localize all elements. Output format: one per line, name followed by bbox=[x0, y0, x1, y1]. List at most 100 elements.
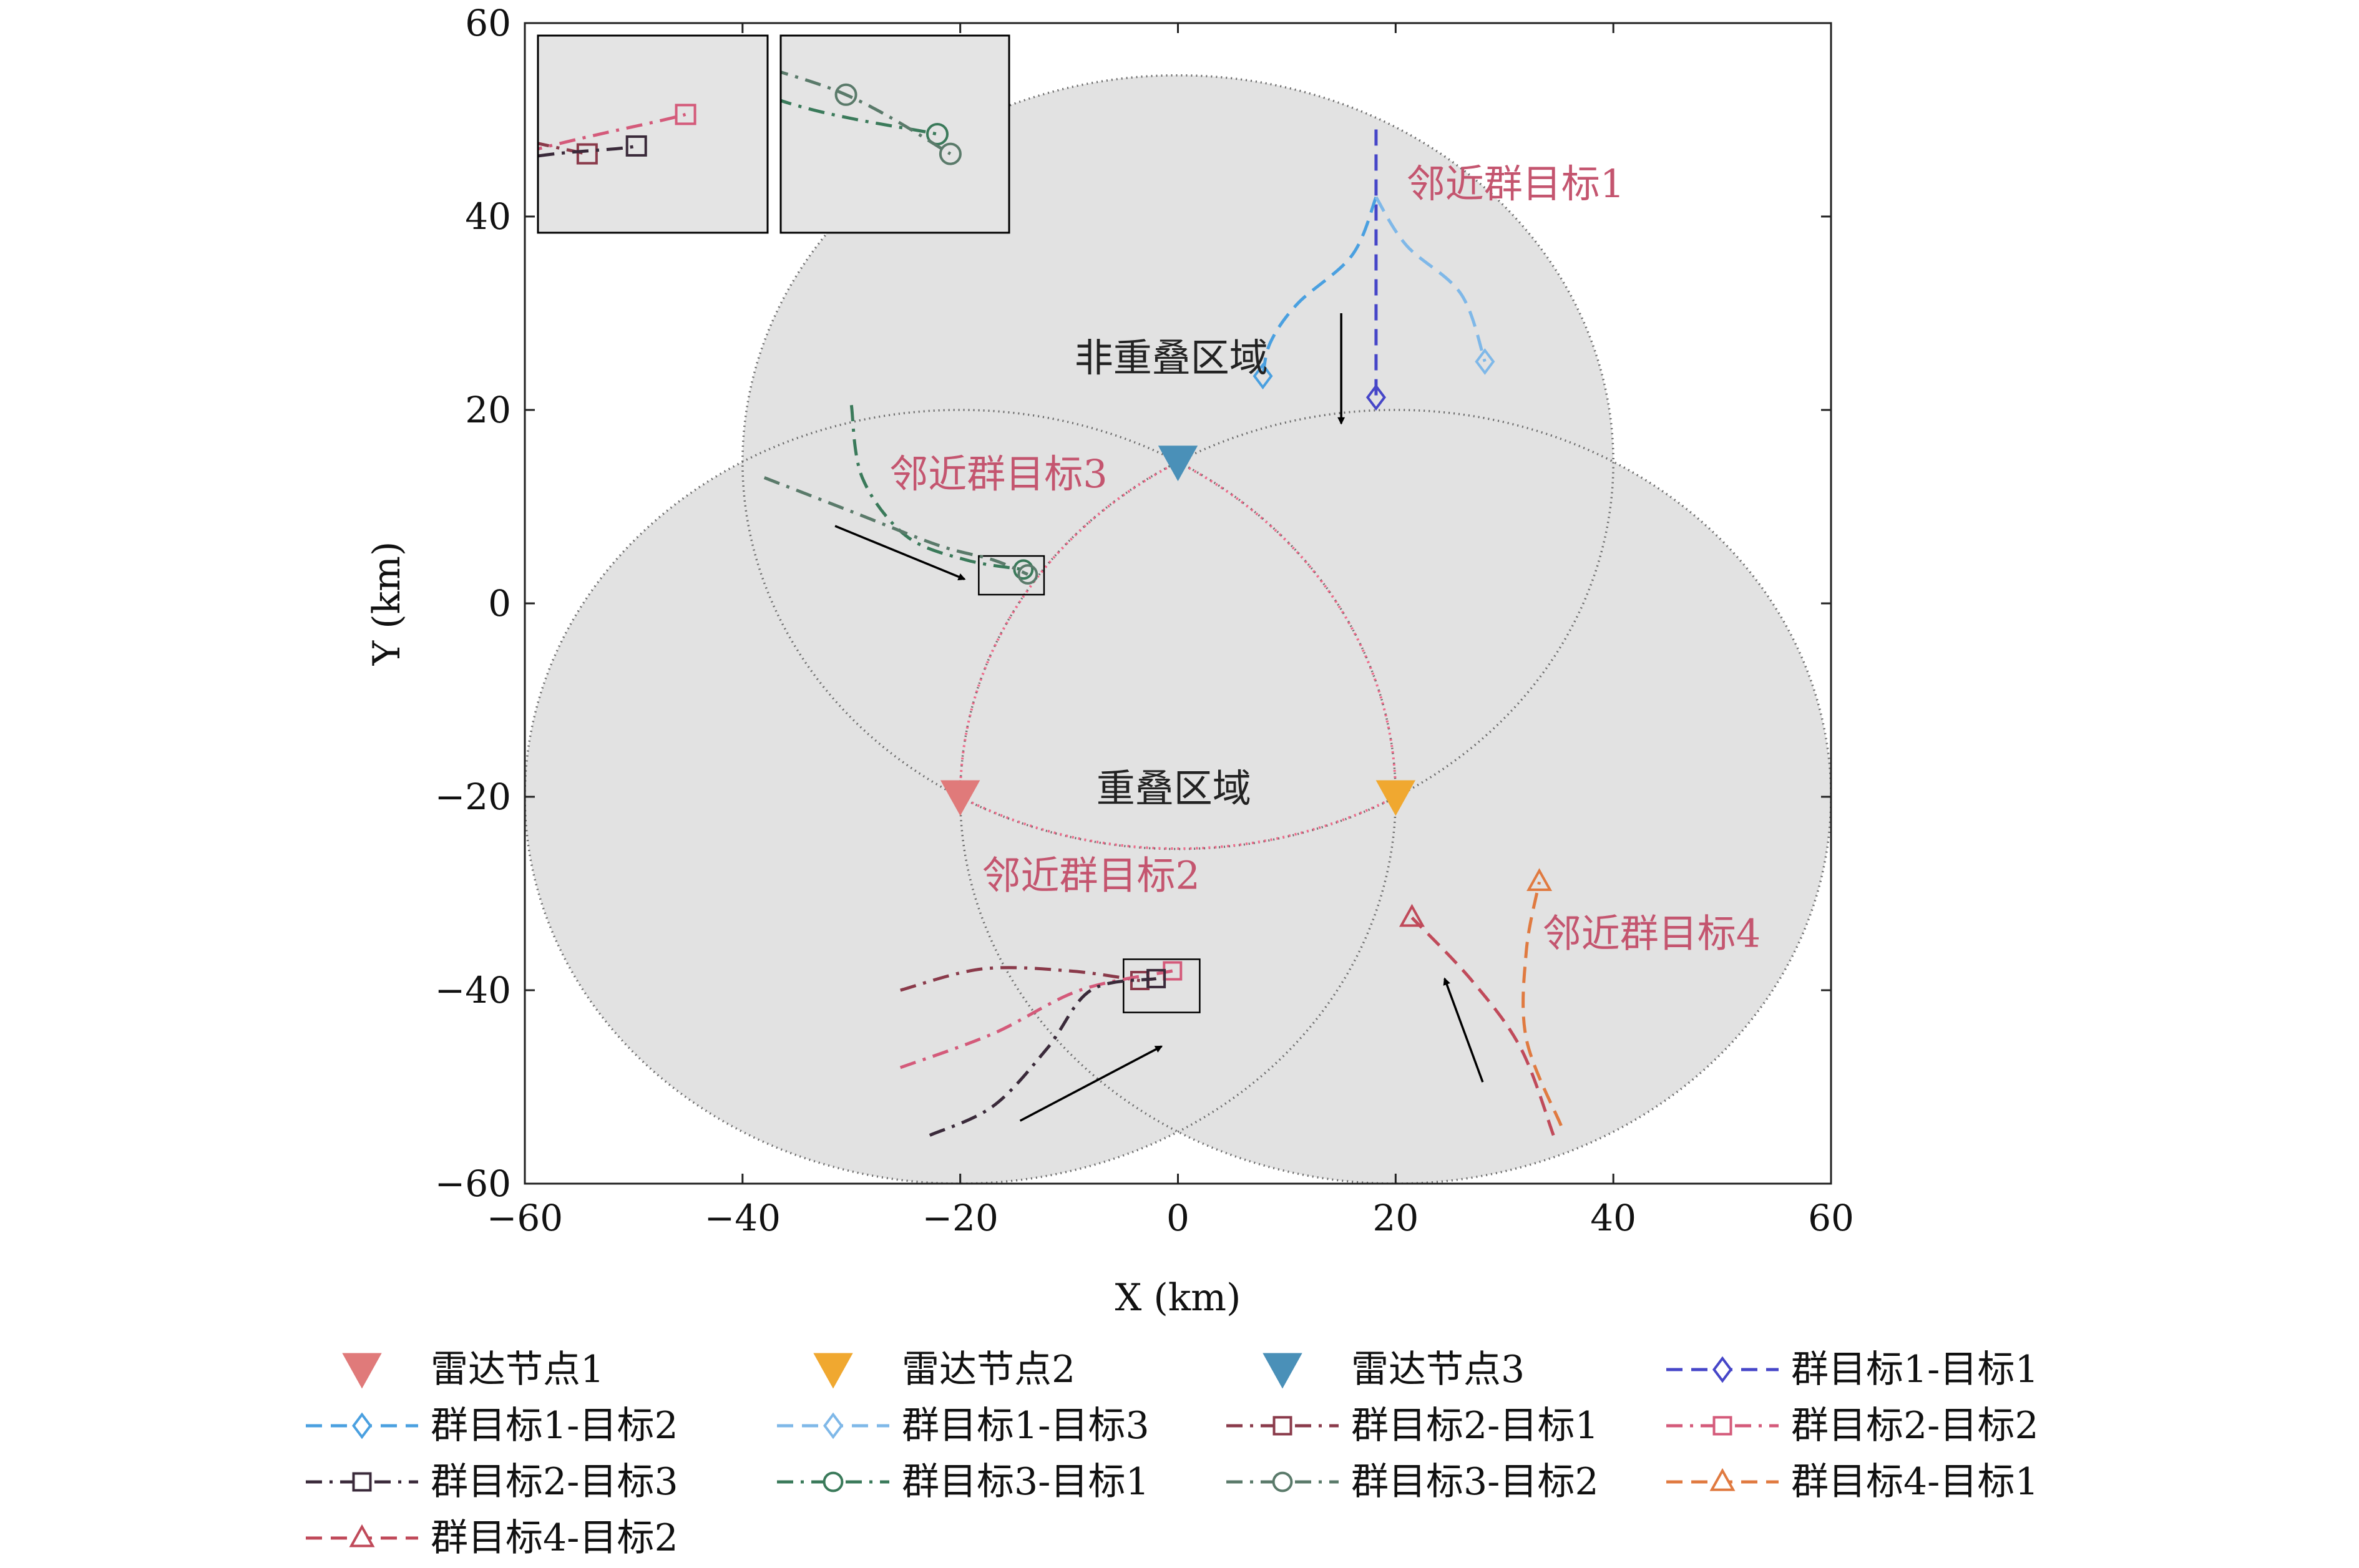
legend-item-6: 群目标1-目标3 bbox=[777, 1404, 1150, 1448]
legend-label-12: 群目标4-目标1 bbox=[1791, 1460, 2039, 1504]
inset-group3-marker-群目标3-目标2 bbox=[939, 142, 962, 165]
legend: 雷达节点1 雷达节点2 雷达节点3 群目标1-目标1 群目标1-目标2 群目标1-目标3 群… bbox=[306, 1348, 2039, 1560]
track-end-marker-群目标1-目标2 bbox=[1253, 363, 1273, 390]
inset-group2-background bbox=[538, 36, 768, 233]
y-tick-label-5: 40 bbox=[465, 195, 511, 238]
direction-arrow-2 bbox=[834, 525, 966, 581]
inset-group3-background bbox=[781, 36, 1009, 233]
annotation-2: 重叠区域 bbox=[1096, 766, 1251, 811]
track-end-marker-群目标2-目标3 bbox=[1146, 968, 1166, 988]
annotation-1: 非重叠区域 bbox=[1075, 335, 1268, 381]
radar-node-3 bbox=[1158, 446, 1198, 482]
x-tick-label-3: 0 bbox=[1166, 1197, 1189, 1239]
legend-label-7: 群目标2-目标1 bbox=[1351, 1404, 1599, 1448]
legend-marker-8 bbox=[1712, 1416, 1732, 1436]
annotation-6: 邻近群目标4 bbox=[1543, 910, 1761, 956]
inset-group3-mid-marker-群目标3-目标2 bbox=[834, 83, 857, 106]
direction-arrow-4 bbox=[1443, 977, 1484, 1083]
legend-marker-7 bbox=[1272, 1416, 1292, 1436]
inset-layer bbox=[364, 34, 1010, 234]
y-tick-label-4: 20 bbox=[465, 389, 511, 431]
legend-label-1: 雷达节点1 bbox=[431, 1348, 604, 1391]
track-群目标3-目标2 bbox=[763, 476, 1028, 576]
track-群目标1-目标3 bbox=[1374, 196, 1487, 363]
radar-layer bbox=[940, 446, 1416, 816]
inset-group2-mid-marker-群目标2-目标3 bbox=[430, 184, 449, 203]
track-end-marker-群目标4-目标2 bbox=[1399, 903, 1425, 927]
legend-marker-4 bbox=[1712, 1356, 1732, 1383]
legend-marker-6 bbox=[823, 1412, 843, 1439]
track-群目标4-目标2 bbox=[1410, 917, 1555, 1136]
legend-label-13: 群目标4-目标2 bbox=[431, 1516, 678, 1560]
track-群目标2-目标1 bbox=[900, 966, 1140, 992]
zoom-box-group2 bbox=[1123, 958, 1201, 1013]
y-tick-label-0: −60 bbox=[435, 1162, 511, 1205]
legend-item-10: 群目标3-目标1 bbox=[777, 1460, 1150, 1504]
legend-label-6: 群目标1-目标3 bbox=[902, 1404, 1150, 1448]
legend-item-9: 群目标2-目标3 bbox=[306, 1460, 678, 1504]
y-tick-label-1: −40 bbox=[435, 969, 511, 1011]
x-axis-label: X (km) bbox=[1115, 1276, 1241, 1320]
inset-group2-frame bbox=[537, 34, 769, 234]
radar-node-1 bbox=[940, 780, 980, 816]
legend-item-4: 群目标1-目标1 bbox=[1666, 1348, 2039, 1391]
legend-item-11: 群目标3-目标2 bbox=[1226, 1460, 1599, 1504]
legend-item-3: 雷达节点3 bbox=[1263, 1348, 1525, 1391]
inset-group2-mid-marker-群目标2-目标2 bbox=[398, 184, 416, 203]
track-群目标1-目标2 bbox=[1261, 197, 1378, 377]
track-end-marker-群目标3-目标2 bbox=[1017, 564, 1038, 585]
track-群目标2-目标2 bbox=[899, 969, 1173, 1069]
x-tick-label-2: −20 bbox=[922, 1197, 998, 1239]
legend-item-8: 群目标2-目标2 bbox=[1666, 1404, 2039, 1448]
legend-item-13: 群目标4-目标2 bbox=[306, 1516, 678, 1560]
legend-label-5: 群目标1-目标2 bbox=[431, 1404, 678, 1448]
tracks-layer bbox=[763, 129, 1563, 1137]
coverage-boundary-3 bbox=[741, 74, 1614, 850]
y-tick-label-3: 0 bbox=[488, 582, 511, 625]
legend-label-10: 群目标3-目标1 bbox=[902, 1460, 1150, 1504]
track-end-marker-群目标4-目标1 bbox=[1526, 868, 1553, 891]
legend-swatch-2 bbox=[813, 1353, 853, 1389]
legend-label-11: 群目标3-目标2 bbox=[1351, 1460, 1599, 1504]
y-tick-label-2: −20 bbox=[435, 776, 511, 818]
legend-marker-13 bbox=[349, 1524, 375, 1547]
inset-group3-frame bbox=[779, 34, 1010, 234]
inset-group3 bbox=[779, 34, 1010, 234]
annotation-3: 邻近群目标1 bbox=[1407, 161, 1624, 207]
legend-item-7: 群目标2-目标1 bbox=[1226, 1404, 1599, 1448]
inset-group2-track-群目标2-目标1 bbox=[538, 142, 588, 156]
arrow-layer bbox=[834, 313, 1484, 1122]
inset-group2-mid-marker-群目标2-目标1 bbox=[364, 105, 383, 124]
legend-marker-5 bbox=[352, 1412, 372, 1439]
legend-item-12: 群目标4-目标1 bbox=[1666, 1460, 2039, 1504]
x-tick-label-1: −40 bbox=[705, 1197, 781, 1239]
legend-swatch-3 bbox=[1263, 1353, 1302, 1389]
track-群目标4-目标1 bbox=[1521, 881, 1563, 1126]
x-tick-label-5: 40 bbox=[1590, 1197, 1636, 1239]
track-end-marker-群目标1-目标1 bbox=[1365, 384, 1386, 411]
zoom-box-group3 bbox=[978, 555, 1045, 596]
y-tick-label-6: 60 bbox=[465, 2, 511, 44]
annotation-5: 邻近群目标3 bbox=[889, 451, 1107, 497]
legend-marker-12 bbox=[1709, 1468, 1736, 1491]
legend-label-3: 雷达节点3 bbox=[1351, 1348, 1525, 1391]
legend-marker-9 bbox=[352, 1472, 372, 1492]
track-end-marker-群目标1-目标3 bbox=[1475, 348, 1495, 375]
y-axis-label: Y (km) bbox=[365, 542, 409, 666]
x-tick-label-6: 60 bbox=[1808, 1197, 1854, 1239]
track-群目标2-目标3 bbox=[929, 976, 1157, 1137]
axes-layer: −60−60 −40 −40 −20 −20 0 0 20 20 40 40 60 60 X (km) Y … bbox=[365, 2, 1854, 1320]
direction-arrow-3 bbox=[1019, 1045, 1163, 1122]
inset-group2-marker-群目标2-目标3 bbox=[625, 135, 647, 157]
legend-label-9: 群目标2-目标3 bbox=[431, 1460, 678, 1504]
inset-group2-marker-群目标2-目标2 bbox=[675, 104, 696, 125]
track-群目标3-目标1 bbox=[849, 404, 1024, 572]
legend-marker-11 bbox=[1272, 1471, 1293, 1493]
radar-node-2 bbox=[1375, 780, 1416, 816]
annotation-4: 邻近群目标2 bbox=[982, 852, 1200, 898]
legend-label-2: 雷达节点2 bbox=[902, 1348, 1075, 1391]
legend-item-1: 雷达节点1 bbox=[342, 1348, 604, 1391]
x-tick-label-4: 20 bbox=[1372, 1197, 1419, 1239]
